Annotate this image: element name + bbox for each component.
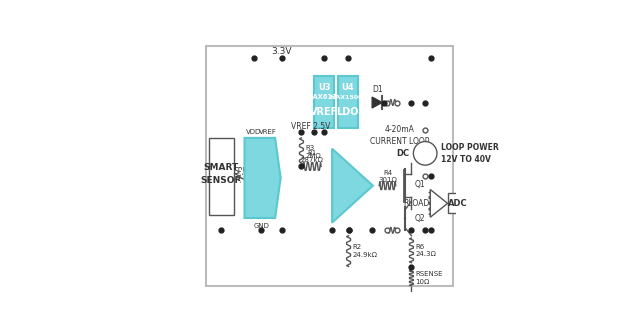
Text: DC: DC (396, 149, 410, 158)
Text: R3
2MΩ: R3 2MΩ (305, 145, 321, 158)
Text: SMART
SENSOR: SMART SENSOR (201, 163, 242, 185)
Text: U4: U4 (341, 83, 354, 92)
Text: U3: U3 (318, 83, 331, 92)
Text: Q2: Q2 (414, 214, 425, 222)
Text: VREF 2.5V: VREF 2.5V (291, 122, 331, 131)
Text: MAX9620: MAX9620 (330, 187, 367, 193)
Polygon shape (372, 97, 382, 108)
Text: VREF: VREF (259, 129, 277, 135)
Polygon shape (244, 138, 280, 218)
Text: 16-BIT DAC: 16-BIT DAC (237, 181, 285, 190)
Text: MAX6133: MAX6133 (307, 94, 342, 100)
FancyBboxPatch shape (338, 76, 358, 128)
Text: GND: GND (253, 223, 269, 229)
Text: MAX15007: MAX15007 (329, 94, 367, 100)
FancyBboxPatch shape (314, 76, 334, 128)
Text: VREF: VREF (310, 107, 338, 117)
Text: U2: U2 (342, 174, 355, 182)
Text: VDD: VDD (246, 129, 261, 135)
Text: R4
301Ω: R4 301Ω (378, 170, 397, 183)
Text: MAX5216: MAX5216 (239, 170, 284, 179)
Text: R1
287kΩ: R1 287kΩ (301, 150, 324, 163)
Text: LOOP POWER: LOOP POWER (441, 143, 498, 152)
Text: U1: U1 (255, 158, 268, 167)
FancyBboxPatch shape (206, 46, 453, 286)
FancyBboxPatch shape (448, 194, 468, 214)
Text: R6
24.3Ω: R6 24.3Ω (415, 244, 436, 257)
Text: RSENSE
10Ω: RSENSE 10Ω (415, 271, 443, 285)
Text: Q1: Q1 (414, 180, 425, 189)
Text: +: + (420, 139, 431, 152)
Text: 3.3V: 3.3V (271, 47, 292, 56)
Text: 12V TO 40V: 12V TO 40V (441, 155, 491, 164)
Text: −: − (332, 191, 342, 204)
Text: R2
24.9kΩ: R2 24.9kΩ (352, 244, 377, 258)
Text: D1: D1 (372, 85, 383, 94)
Text: 4-20mA
CURRENT LOOP: 4-20mA CURRENT LOOP (370, 125, 430, 146)
Text: ADC: ADC (448, 199, 468, 208)
Text: RLOAD: RLOAD (403, 199, 429, 208)
FancyBboxPatch shape (209, 138, 233, 215)
Text: −: − (419, 154, 431, 169)
Text: SPI: SPI (233, 167, 245, 175)
Polygon shape (430, 190, 448, 217)
Text: +: + (332, 167, 341, 177)
Circle shape (413, 142, 437, 165)
Text: LDO: LDO (336, 107, 359, 117)
Polygon shape (332, 149, 373, 223)
